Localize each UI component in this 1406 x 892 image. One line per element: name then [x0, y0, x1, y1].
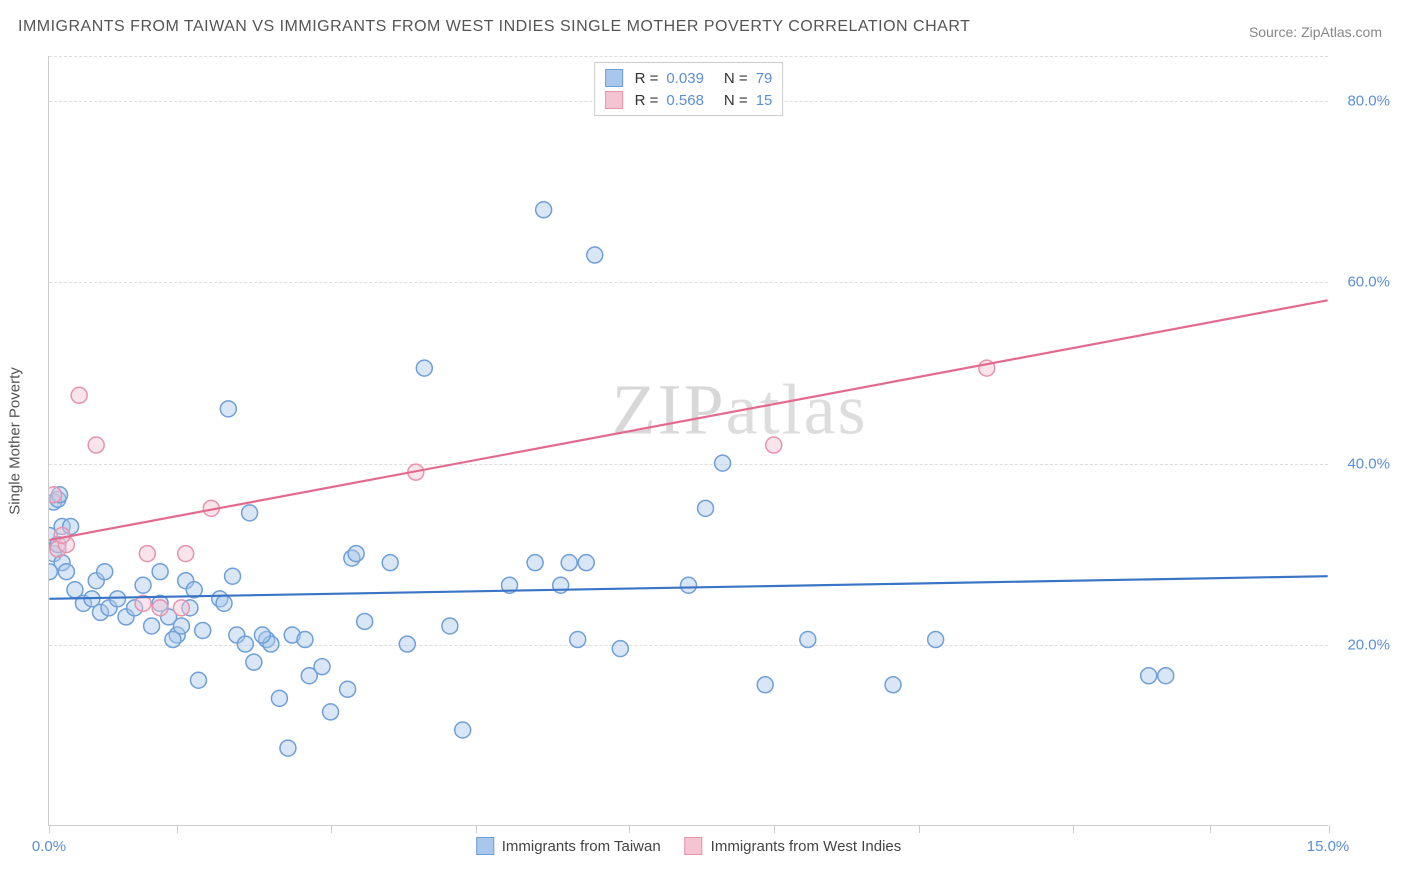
scatter-point-taiwan — [110, 591, 126, 607]
scatter-point-taiwan — [216, 595, 232, 611]
x-tick — [1210, 825, 1211, 833]
scatter-point-west_indies — [173, 600, 189, 616]
scatter-point-taiwan — [442, 618, 458, 634]
x-tick — [331, 825, 332, 833]
y-axis-title: Single Mother Poverty — [7, 367, 24, 515]
scatter-point-taiwan — [885, 677, 901, 693]
legend-label-west-indies: Immigrants from West Indies — [711, 838, 902, 855]
scatter-point-taiwan — [527, 555, 543, 571]
x-tick — [629, 825, 630, 833]
scatter-point-taiwan — [242, 505, 258, 521]
scatter-point-taiwan — [220, 401, 236, 417]
scatter-point-west_indies — [88, 437, 104, 453]
scatter-point-taiwan — [1141, 668, 1157, 684]
scatter-point-taiwan — [357, 613, 373, 629]
scatter-point-taiwan — [340, 681, 356, 697]
y-tick-label: 40.0% — [1334, 455, 1390, 472]
scatter-point-taiwan — [135, 577, 151, 593]
scatter-point-taiwan — [58, 564, 74, 580]
legend-row-taiwan: R =0.039 N =79 — [605, 67, 773, 89]
scatter-point-taiwan — [399, 636, 415, 652]
plot-area: Single Mother Poverty 20.0%40.0%60.0%80.… — [48, 56, 1328, 826]
x-tick — [1329, 825, 1330, 833]
scatter-point-west_indies — [71, 387, 87, 403]
scatter-point-taiwan — [297, 632, 313, 648]
x-tick — [919, 825, 920, 833]
chart-title: IMMIGRANTS FROM TAIWAN VS IMMIGRANTS FRO… — [18, 18, 970, 36]
scatter-point-taiwan — [97, 564, 113, 580]
y-tick-label: 80.0% — [1334, 93, 1390, 110]
scatter-point-taiwan — [536, 202, 552, 218]
y-tick-label: 60.0% — [1334, 274, 1390, 291]
scatter-point-taiwan — [237, 636, 253, 652]
scatter-point-taiwan — [1158, 668, 1174, 684]
scatter-point-taiwan — [280, 740, 296, 756]
legend-item-taiwan: Immigrants from Taiwan — [476, 837, 661, 855]
scatter-point-west_indies — [139, 546, 155, 562]
scatter-point-taiwan — [144, 618, 160, 634]
scatter-svg — [49, 56, 1328, 825]
x-tick — [476, 825, 477, 833]
scatter-point-taiwan — [681, 577, 697, 593]
source-text: Source: ZipAtlas.com — [1249, 24, 1382, 40]
x-tick — [1073, 825, 1074, 833]
scatter-point-taiwan — [382, 555, 398, 571]
x-tick — [49, 825, 50, 833]
scatter-point-taiwan — [455, 722, 471, 738]
swatch-west-indies — [605, 91, 623, 109]
scatter-point-taiwan — [323, 704, 339, 720]
x-tick-right: 15.0% — [1307, 838, 1350, 855]
scatter-point-west_indies — [766, 437, 782, 453]
scatter-point-taiwan — [715, 455, 731, 471]
scatter-point-taiwan — [246, 654, 262, 670]
scatter-point-west_indies — [152, 600, 168, 616]
scatter-point-taiwan — [190, 672, 206, 688]
correlation-legend: R =0.039 N =79 R =0.568 N =15 — [594, 62, 784, 116]
x-tick — [774, 825, 775, 833]
scatter-point-taiwan — [698, 500, 714, 516]
legend-label-taiwan: Immigrants from Taiwan — [502, 838, 661, 855]
scatter-point-taiwan — [612, 641, 628, 657]
scatter-point-taiwan — [348, 546, 364, 562]
scatter-point-taiwan — [928, 632, 944, 648]
scatter-point-taiwan — [561, 555, 577, 571]
scatter-point-west_indies — [49, 487, 62, 503]
scatter-point-taiwan — [800, 632, 816, 648]
series-legend: Immigrants from Taiwan Immigrants from W… — [476, 837, 902, 855]
x-tick — [177, 825, 178, 833]
swatch-taiwan-icon — [476, 837, 494, 855]
scatter-point-taiwan — [271, 690, 287, 706]
x-tick-left: 0.0% — [32, 838, 66, 855]
scatter-point-taiwan — [578, 555, 594, 571]
scatter-point-taiwan — [587, 247, 603, 263]
legend-item-west-indies: Immigrants from West Indies — [685, 837, 902, 855]
scatter-point-taiwan — [165, 632, 181, 648]
y-tick-label: 20.0% — [1334, 636, 1390, 653]
scatter-point-taiwan — [225, 568, 241, 584]
scatter-point-taiwan — [416, 360, 432, 376]
scatter-point-taiwan — [195, 622, 211, 638]
legend-row-west-indies: R =0.568 N =15 — [605, 89, 773, 111]
swatch-taiwan — [605, 69, 623, 87]
scatter-point-taiwan — [570, 632, 586, 648]
trend-line-west_indies — [49, 300, 1327, 540]
scatter-point-taiwan — [152, 564, 168, 580]
scatter-point-taiwan — [314, 659, 330, 675]
scatter-point-taiwan — [254, 627, 270, 643]
scatter-point-taiwan — [757, 677, 773, 693]
scatter-point-west_indies — [178, 546, 194, 562]
swatch-west-indies-icon — [685, 837, 703, 855]
